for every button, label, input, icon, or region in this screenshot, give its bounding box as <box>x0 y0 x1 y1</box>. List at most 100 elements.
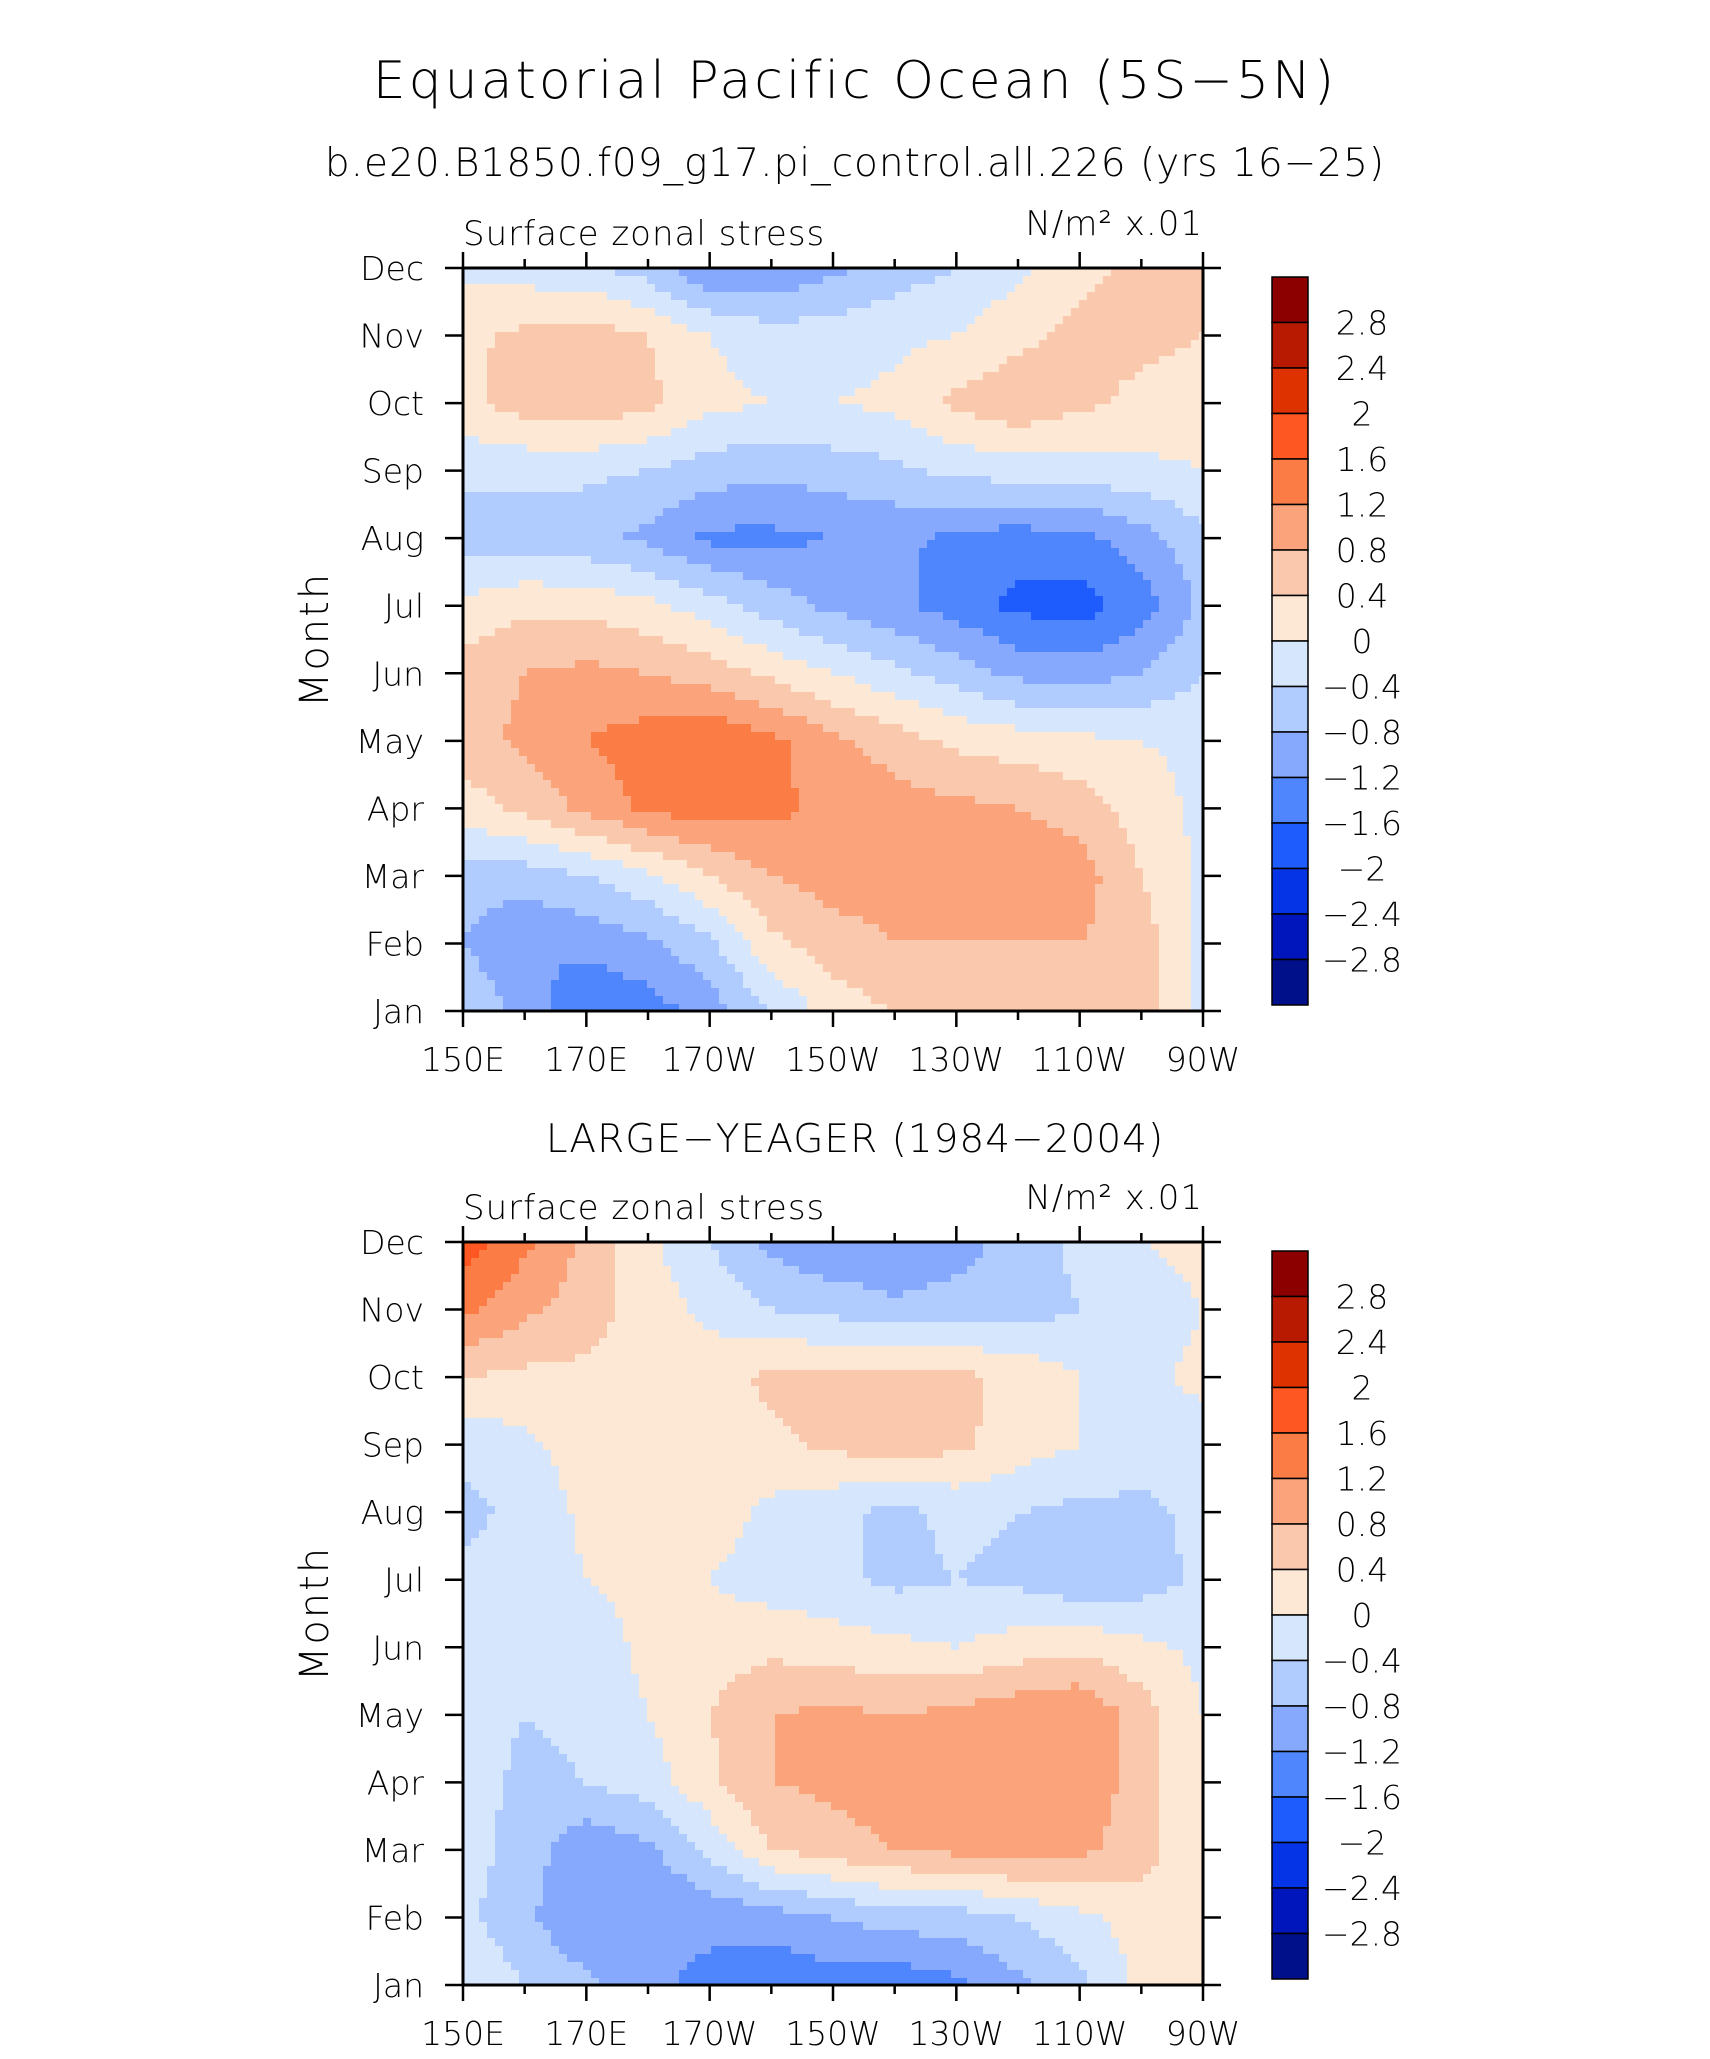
heatmap-cell <box>967 380 976 389</box>
heatmap-cell <box>1023 548 1032 557</box>
heatmap-cell <box>1103 388 1112 397</box>
heatmap-cell <box>831 532 840 541</box>
heatmap-cell <box>1151 652 1160 661</box>
heatmap-cell <box>903 684 912 693</box>
heatmap-cell <box>511 428 520 437</box>
heatmap-cell <box>879 396 888 405</box>
heatmap-cell <box>855 436 864 445</box>
heatmap-cell <box>855 548 864 557</box>
heatmap-cell <box>703 612 712 621</box>
heatmap-cell <box>623 468 632 477</box>
heatmap-cell <box>511 516 520 525</box>
heatmap-cell <box>887 508 896 517</box>
heatmap-cell <box>991 316 1000 325</box>
heatmap-cell <box>1159 316 1168 325</box>
heatmap-cell <box>599 436 608 445</box>
heatmap-cell <box>871 516 880 525</box>
heatmap-cell <box>519 388 528 397</box>
heatmap-cell <box>919 276 928 285</box>
heatmap-cell <box>1055 572 1064 581</box>
heatmap-cell <box>1031 548 1040 557</box>
heatmap-cell <box>975 324 984 333</box>
heatmap-cell <box>1063 660 1072 669</box>
heatmap-cell <box>767 380 776 389</box>
heatmap-cell <box>575 284 584 293</box>
heatmap-cell <box>943 668 952 677</box>
heatmap-cell <box>959 692 968 701</box>
heatmap-cell <box>463 532 472 541</box>
heatmap-cell <box>591 468 600 477</box>
heatmap-cell <box>903 380 912 389</box>
heatmap-cell <box>1095 588 1104 597</box>
heatmap-cell <box>1079 556 1088 565</box>
heatmap-cell <box>1111 604 1120 613</box>
heatmap-cell <box>735 596 744 605</box>
heatmap-cell <box>1167 668 1176 677</box>
heatmap-cell <box>575 540 584 549</box>
heatmap-cell <box>1199 404 1204 413</box>
heatmap-cell <box>1159 596 1168 605</box>
heatmap-cell <box>759 572 768 581</box>
heatmap-cell <box>527 620 536 629</box>
heatmap-cell <box>503 452 512 461</box>
heatmap-cell <box>535 468 544 477</box>
heatmap-cell <box>1023 636 1032 645</box>
heatmap-cell <box>471 572 480 581</box>
heatmap-cell <box>1031 332 1040 341</box>
heatmap-cell <box>759 380 768 389</box>
heatmap-cell <box>935 484 944 493</box>
heatmap-cell <box>559 612 568 621</box>
heatmap-cell <box>1135 484 1144 493</box>
heatmap-cell <box>831 364 840 373</box>
heatmap-cell <box>495 604 504 613</box>
heatmap-cell <box>783 372 792 381</box>
heatmap-cell <box>775 588 784 597</box>
heatmap-cell <box>543 620 552 629</box>
heatmap-cell <box>1047 628 1056 637</box>
heatmap-cell <box>975 636 984 645</box>
heatmap-cell <box>1183 412 1192 421</box>
heatmap-cell <box>863 436 872 445</box>
heatmap-cell <box>767 284 776 293</box>
heatmap-cell <box>983 652 992 661</box>
heatmap-cell <box>751 332 760 341</box>
heatmap-cell <box>519 572 528 581</box>
heatmap-cell <box>775 604 784 613</box>
heatmap-cell <box>1063 628 1072 637</box>
heatmap-cell <box>943 508 952 517</box>
heatmap-cell <box>1007 460 1016 469</box>
heatmap-cell <box>967 420 976 429</box>
heatmap-cell <box>1015 420 1024 429</box>
heatmap-cell <box>887 292 896 301</box>
heatmap-cell <box>655 604 664 613</box>
heatmap-cell <box>951 676 960 685</box>
heatmap-cell <box>831 404 840 413</box>
heatmap-cell <box>535 556 544 565</box>
heatmap-cell <box>791 684 800 693</box>
heatmap-cell <box>1071 460 1080 469</box>
heatmap-cell <box>847 660 856 669</box>
heatmap-cell <box>759 276 768 285</box>
heatmap-cell <box>647 372 656 381</box>
heatmap-cell <box>1135 420 1144 429</box>
heatmap-cell <box>807 436 816 445</box>
heatmap-cell <box>887 364 896 373</box>
heatmap-cell <box>991 604 1000 613</box>
heatmap-cell <box>783 268 792 277</box>
heatmap-cell <box>695 332 704 341</box>
heatmap-cell <box>1103 300 1112 309</box>
heatmap-cell <box>847 684 856 693</box>
heatmap-cell <box>871 556 880 565</box>
heatmap-cell <box>1159 556 1168 565</box>
heatmap-cell <box>1103 652 1112 661</box>
heatmap-cell <box>1143 492 1152 501</box>
heatmap-cell <box>519 412 528 421</box>
heatmap-cell <box>783 556 792 565</box>
heatmap-cell <box>1015 308 1024 317</box>
heatmap-cell <box>511 676 520 685</box>
heatmap-cell <box>687 620 696 629</box>
heatmap-cell <box>871 524 880 533</box>
heatmap-cell <box>743 612 752 621</box>
heatmap-cell <box>535 628 544 637</box>
heatmap-cell <box>1063 404 1072 413</box>
